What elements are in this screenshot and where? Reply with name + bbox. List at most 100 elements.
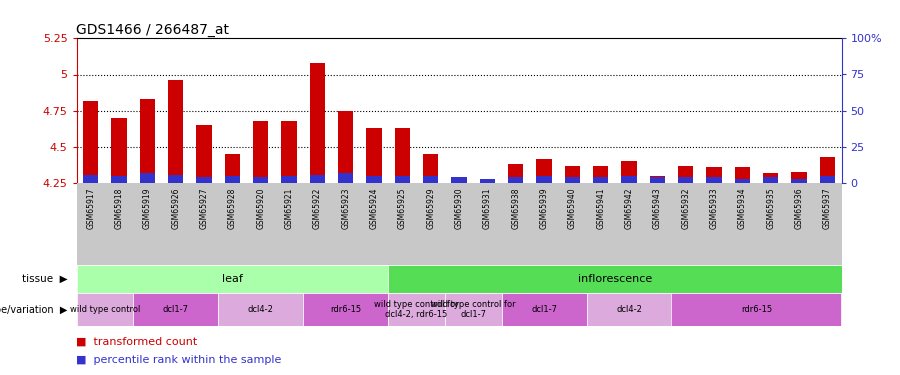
Text: tissue  ▶: tissue ▶: [22, 274, 68, 284]
Bar: [224, 154, 240, 183]
Text: GSM65932: GSM65932: [681, 188, 690, 229]
Text: GSM65937: GSM65937: [823, 188, 832, 229]
Bar: [508, 177, 524, 183]
Bar: [564, 166, 580, 183]
Text: leaf: leaf: [222, 274, 243, 284]
Bar: [706, 177, 722, 183]
Bar: [587, 293, 671, 326]
Text: GSM65921: GSM65921: [284, 188, 293, 229]
Text: GSM65942: GSM65942: [625, 188, 634, 229]
Bar: [253, 121, 268, 183]
Bar: [734, 179, 750, 183]
Bar: [501, 293, 587, 326]
Bar: [650, 176, 665, 183]
Bar: [218, 293, 303, 326]
Bar: [621, 162, 637, 183]
Bar: [706, 167, 722, 183]
Bar: [281, 121, 297, 183]
Bar: [763, 173, 778, 183]
Bar: [621, 176, 637, 183]
Text: dcl1-7: dcl1-7: [531, 305, 557, 314]
Bar: [678, 166, 694, 183]
Text: GSM65941: GSM65941: [596, 188, 605, 229]
Text: genotype/variation  ▶: genotype/variation ▶: [0, 305, 68, 315]
Bar: [734, 167, 750, 183]
Text: GSM65934: GSM65934: [738, 188, 747, 229]
Bar: [480, 179, 495, 183]
Bar: [281, 176, 297, 183]
Bar: [253, 177, 268, 183]
Text: rdr6-15: rdr6-15: [741, 305, 772, 314]
Bar: [303, 293, 388, 326]
Bar: [593, 177, 608, 183]
Text: GSM65919: GSM65919: [143, 188, 152, 229]
Text: GSM65943: GSM65943: [652, 188, 662, 229]
Text: inflorescence: inflorescence: [578, 274, 652, 284]
Bar: [394, 128, 410, 183]
Bar: [112, 118, 127, 183]
Bar: [83, 100, 98, 183]
Text: rdr6-15: rdr6-15: [330, 305, 361, 314]
Bar: [196, 177, 211, 183]
Text: GSM65922: GSM65922: [313, 188, 322, 229]
Text: GSM65918: GSM65918: [114, 188, 123, 229]
Bar: [508, 164, 524, 183]
Bar: [140, 99, 155, 183]
Text: wild type control for
dcl4-2, rdr6-15: wild type control for dcl4-2, rdr6-15: [374, 300, 459, 320]
Bar: [338, 173, 354, 183]
Bar: [678, 177, 694, 183]
Bar: [168, 174, 184, 183]
Text: dcl4-2: dcl4-2: [616, 305, 642, 314]
Text: GSM65917: GSM65917: [86, 188, 95, 229]
Bar: [366, 176, 382, 183]
Text: GSM65935: GSM65935: [766, 188, 775, 229]
Text: ■  transformed count: ■ transformed count: [76, 337, 198, 347]
Bar: [536, 176, 552, 183]
Bar: [310, 174, 325, 183]
Bar: [445, 293, 501, 326]
Text: dcl1-7: dcl1-7: [163, 305, 189, 314]
Bar: [76, 293, 133, 326]
Bar: [423, 154, 438, 183]
Text: GSM65931: GSM65931: [482, 188, 491, 229]
Bar: [224, 176, 240, 183]
Bar: [451, 180, 467, 183]
Bar: [112, 176, 127, 183]
Bar: [423, 176, 438, 183]
Text: GSM65930: GSM65930: [454, 188, 464, 229]
Text: GSM65929: GSM65929: [427, 188, 436, 229]
Text: GDS1466 / 266487_at: GDS1466 / 266487_at: [76, 23, 230, 37]
Bar: [388, 293, 445, 326]
Bar: [650, 177, 665, 183]
Bar: [168, 80, 184, 183]
Bar: [394, 176, 410, 183]
Text: GSM65938: GSM65938: [511, 188, 520, 229]
Text: wild type control for
dcl1-7: wild type control for dcl1-7: [431, 300, 516, 320]
Text: dcl4-2: dcl4-2: [248, 305, 274, 314]
Bar: [791, 179, 806, 183]
Bar: [791, 172, 806, 183]
Bar: [196, 125, 211, 183]
Bar: [338, 111, 354, 183]
Text: ■  percentile rank within the sample: ■ percentile rank within the sample: [76, 355, 282, 365]
Bar: [133, 293, 218, 326]
Text: wild type control: wild type control: [69, 305, 140, 314]
Bar: [310, 63, 325, 183]
Text: GSM65940: GSM65940: [568, 188, 577, 229]
Bar: [388, 265, 842, 293]
Text: GSM65926: GSM65926: [171, 188, 180, 229]
Bar: [593, 166, 608, 183]
Text: GSM65927: GSM65927: [200, 188, 209, 229]
Text: GSM65936: GSM65936: [795, 188, 804, 229]
Bar: [76, 265, 388, 293]
Text: GSM65923: GSM65923: [341, 188, 350, 229]
Bar: [564, 177, 580, 183]
Bar: [820, 157, 835, 183]
Bar: [671, 293, 842, 326]
Bar: [763, 177, 778, 183]
Text: GSM65933: GSM65933: [709, 188, 718, 229]
Text: GSM65924: GSM65924: [370, 188, 379, 229]
Text: GSM65928: GSM65928: [228, 188, 237, 229]
Bar: [451, 177, 467, 183]
Bar: [366, 128, 382, 183]
